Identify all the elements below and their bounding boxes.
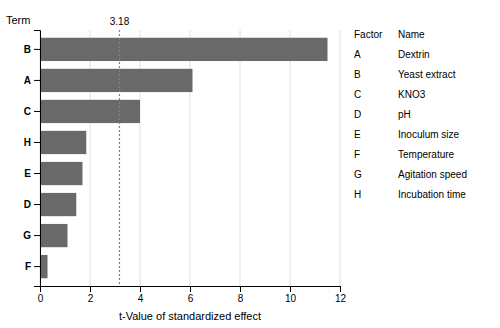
legend-header: Name [398,29,425,40]
legend-cell: B [354,69,361,80]
legend-cell: Dextrin [398,49,430,60]
y-tick: H [24,137,40,148]
y-tick-mark [34,235,40,236]
y-tick-mark [34,266,40,267]
bar [40,255,48,278]
y-tick: B [24,44,40,55]
x-tick: 2 [88,286,94,304]
legend-cell: Temperature [398,149,455,160]
bar [40,100,140,123]
grid-line [340,30,341,286]
x-tick-mark [290,286,291,292]
grid-line [90,30,91,286]
x-axis: 0 2 4 6 8 10 12 [38,286,347,304]
bar [40,131,86,154]
y-tick: E [24,168,40,179]
legend-cell: Yeast extract [398,69,456,80]
x-tick-mark [240,286,241,292]
legend-cell: Incubation time [398,189,466,200]
x-tick-label: 8 [238,293,244,304]
x-tick: 4 [138,286,144,304]
y-tick-label: C [24,106,31,117]
x-tick-label: 2 [88,293,94,304]
y-tick: A [24,75,40,86]
x-tick-mark [140,286,141,292]
legend-cell: G [354,169,362,180]
legend-header: Factor [354,29,383,40]
legend-cell: C [354,89,361,100]
y-tick-label: B [24,44,31,55]
x-tick-label: 4 [138,293,144,304]
bar [40,162,83,185]
y-axis-title: Term [6,14,30,26]
x-tick: 6 [188,286,194,304]
x-axis-title: t-Value of standardized effect [119,310,261,322]
y-tick-mark [34,173,40,174]
y-tick-mark [34,80,40,81]
y-tick-mark [34,49,40,50]
grid-line [290,30,291,286]
y-tick-label: E [24,168,31,179]
grid [40,30,340,286]
y-tick: C [24,106,40,117]
legend-cell: H [354,189,361,200]
grid-line [140,30,141,286]
y-axis: B A C H E D G F [23,31,40,287]
y-tick-label: H [24,137,31,148]
x-tick: 10 [285,286,297,304]
bars [40,30,328,286]
y-tick-label: G [23,230,31,241]
y-tick: F [25,261,40,272]
y-tick-label: D [24,199,31,210]
bar [40,38,328,61]
x-tick-label: 0 [38,293,44,304]
legend-cell: D [354,109,361,120]
x-tick-label: 10 [285,293,297,304]
x-tick-mark [190,286,191,292]
threshold-line [119,30,120,286]
bar [40,69,193,92]
bar [40,224,68,247]
legend-cell: E [354,129,361,140]
legend-cell: Inoculum size [398,129,460,140]
legend-cell: Agitation speed [398,169,467,180]
legend-cell: A [354,49,361,60]
legend-cell: F [354,149,360,160]
chart-container: 3.18024681012BACHEDGFt-Value of standard… [0,0,500,328]
grid-line [190,30,191,286]
grid-line [240,30,241,286]
x-tick-mark [90,286,91,292]
x-tick: 0 [38,286,44,304]
x-tick-label: 6 [188,293,194,304]
x-tick: 8 [238,286,244,304]
x-tick: 12 [335,286,347,304]
y-axis-line [34,31,41,287]
y-tick: D [24,199,40,210]
x-tick-label: 12 [335,293,347,304]
bar [40,193,76,216]
legend-cell: pH [398,109,411,120]
y-tick-mark [34,204,40,205]
y-tick: G [23,230,40,241]
legend-cell: KNO3 [398,89,426,100]
y-tick-mark [34,142,40,143]
x-axis-line [41,287,341,293]
y-tick-label: F [25,261,31,272]
plot-area: 3.18 0 2 4 6 8 10 12 B A C H E D G F [23,16,346,304]
chart-svg: 3.18024681012BACHEDGFt-Value of standard… [0,0,500,328]
y-tick-label: A [24,75,31,86]
threshold-label: 3.18 [110,16,130,27]
x-tick-mark [340,286,341,292]
legend-table: Factor Name A Dextrin B Yeast extract C KNO3 DpH… [354,29,467,200]
y-tick-mark [34,111,40,112]
